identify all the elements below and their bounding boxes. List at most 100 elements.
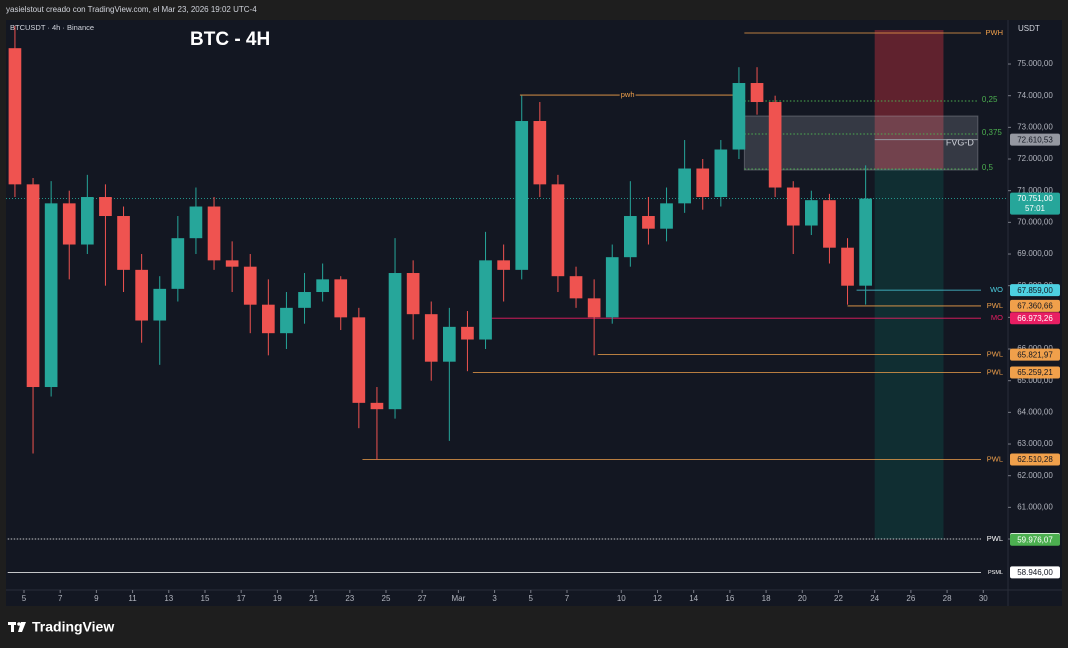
- candle-body: [352, 317, 366, 403]
- candle-body: [262, 304, 275, 334]
- level-price-label: 67.360,66: [1017, 302, 1053, 311]
- x-tick-label: 16: [725, 594, 734, 603]
- x-tick-label: 7: [58, 594, 63, 603]
- marker-label: 72.610,53: [1017, 135, 1053, 144]
- y-tick-label: 74.000,00: [1017, 91, 1053, 100]
- x-tick-label: 21: [309, 594, 318, 603]
- x-tick-label: 9: [94, 594, 99, 603]
- level-price-label-bg: [1010, 284, 1060, 297]
- level-price-label: 65.259,21: [1017, 368, 1053, 377]
- x-tick-label: 28: [943, 594, 952, 603]
- brand: TradingView: [32, 619, 114, 635]
- x-tick-label: 24: [870, 594, 879, 603]
- logo-part: [11, 622, 14, 632]
- candle-body: [225, 260, 239, 267]
- x-tick-label: 30: [979, 594, 988, 603]
- y-tick-label: 62.000,00: [1017, 471, 1053, 480]
- x-tick-label: 23: [345, 594, 354, 603]
- y-tick-label: 69.000,00: [1017, 249, 1053, 258]
- fib-label: 0,5: [982, 163, 994, 172]
- marker-label-bg: [1010, 133, 1060, 146]
- level-name: PWL: [987, 534, 1003, 543]
- fib-label: 0,375: [982, 128, 1003, 137]
- fvg-box: [743, 115, 979, 171]
- x-tick-label: 11: [128, 594, 137, 603]
- candle-body: [316, 279, 329, 293]
- stop-zone: [874, 30, 944, 170]
- candle-body: [660, 203, 673, 229]
- candle-body: [424, 314, 438, 362]
- level-name: PWH: [986, 28, 1004, 37]
- candle-body: [587, 298, 601, 318]
- candle-body: [768, 102, 782, 188]
- level-name: pwh: [621, 90, 635, 99]
- x-tick-label: Mar: [451, 594, 465, 603]
- x-tick-label: 5: [22, 594, 27, 603]
- level-price-label-bg: [1010, 348, 1060, 361]
- candle-body: [732, 83, 746, 150]
- logo: [8, 622, 26, 632]
- x-tick-label: 15: [201, 594, 210, 603]
- candle-body: [207, 206, 221, 261]
- candle-body: [280, 307, 293, 334]
- candle-body: [44, 203, 58, 388]
- last-price-label: 70.751,00: [1017, 194, 1053, 203]
- chart-bg: [6, 20, 1062, 606]
- candle-body: [605, 257, 619, 318]
- low-price-label-bg: [1010, 533, 1060, 546]
- level-price-label-bg: [1010, 366, 1060, 379]
- x-tick-label: 14: [689, 594, 698, 603]
- candle-body: [786, 187, 800, 226]
- level-price-label-bg: [1010, 453, 1060, 466]
- candle-body: [551, 184, 565, 277]
- candle-body: [714, 149, 728, 198]
- x-tick-label: 22: [834, 594, 843, 603]
- candle-body: [334, 279, 348, 318]
- candle-body: [461, 326, 474, 340]
- level-price-label: 65.821,97: [1017, 350, 1053, 359]
- fib-label: 0,25: [982, 95, 998, 104]
- chart-title: BTC - 4H: [190, 29, 270, 50]
- level-price-label-bg: [1010, 299, 1060, 312]
- candle-body: [26, 184, 40, 388]
- y-tick-label: 65.000,00: [1017, 376, 1053, 385]
- candle-body: [62, 203, 76, 245]
- candle-body: [859, 198, 872, 286]
- y-tick-label: 63.000,00: [1017, 439, 1053, 448]
- y-tick-label: 70.000,00: [1017, 217, 1053, 226]
- level-price-label: 66.973,26: [1017, 314, 1053, 323]
- x-tick-label: 10: [617, 594, 626, 603]
- last-price-bg: [1010, 192, 1060, 215]
- candle-body: [117, 216, 130, 270]
- x-tick-label: 18: [762, 594, 771, 603]
- candle-body: [515, 121, 529, 270]
- x-tick-label: 17: [237, 594, 246, 603]
- x-tick-label: 27: [418, 594, 427, 603]
- candle-body: [497, 260, 510, 270]
- candle-body: [443, 326, 456, 362]
- x-tick-label: 12: [653, 594, 662, 603]
- low-price-label: 59.976,07: [1017, 535, 1053, 544]
- level-name: PWL: [987, 367, 1003, 376]
- y-tick-label: 66.000,00: [1017, 344, 1053, 353]
- candle-body: [189, 206, 203, 239]
- y-tick-label: 71.000,00: [1017, 186, 1053, 195]
- level-price-label: 58.946,00: [1017, 568, 1053, 577]
- candle-body: [696, 168, 710, 198]
- y-tick-label: 72.000,00: [1017, 154, 1053, 163]
- candle-body: [841, 247, 854, 286]
- fvg-label: FVG-D: [946, 137, 974, 147]
- candle-body: [135, 269, 148, 321]
- candle-body: [298, 292, 311, 308]
- candle-body: [388, 273, 402, 410]
- candle-body: [750, 83, 764, 103]
- candle-body: [81, 197, 94, 245]
- level-name: PWL: [987, 350, 1003, 359]
- candle-body: [8, 48, 22, 185]
- level-price-label: 62.510,28: [1017, 455, 1053, 464]
- candle-body: [642, 216, 655, 229]
- candle-body: [804, 200, 818, 226]
- x-tick-label: 3: [492, 594, 497, 603]
- level-name: PWL: [987, 455, 1003, 464]
